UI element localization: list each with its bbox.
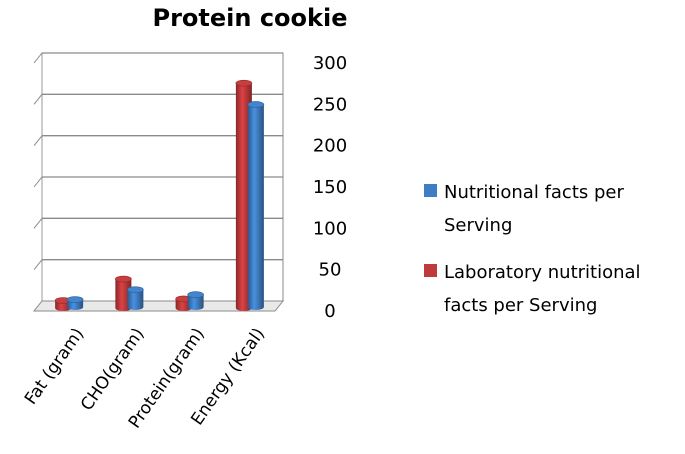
chart-title: Protein cookie: [153, 4, 348, 32]
legend: Nutritional facts per Serving Laboratory n…: [424, 182, 641, 316]
bar: [127, 286, 144, 310]
bar-top: [66, 296, 84, 303]
bar-body: [247, 104, 264, 310]
y-tick-label: 200: [313, 136, 347, 157]
bar-body: [187, 294, 204, 310]
bar-top: [127, 286, 144, 293]
y-tick-label: 300: [313, 53, 347, 74]
bar-top: [187, 291, 204, 298]
bar-top: [235, 79, 253, 87]
legend-label: Laboratory nutritional: [444, 262, 641, 283]
y-tick-label: 250: [313, 94, 347, 115]
y-tick-label: 50: [319, 260, 342, 281]
legend-swatch: [424, 264, 437, 277]
bar-top: [115, 275, 132, 283]
y-tick-label: 0: [324, 301, 335, 322]
legend-label: facts per Serving: [444, 295, 597, 316]
y-tick-label: 100: [313, 218, 347, 239]
y-axis-ticks: 0 50 100 150 200 250 300: [313, 53, 347, 322]
gridline-side: [33, 94, 43, 105]
bar-body: [127, 289, 144, 310]
legend-label: Nutritional facts per: [444, 182, 624, 203]
bar: [247, 101, 265, 310]
gridline-side: [33, 52, 43, 64]
legend-item: Nutritional facts per Serving: [424, 182, 624, 236]
bar: [187, 291, 204, 310]
gridline-side: [33, 259, 43, 270]
x-axis-labels: Fat (gram)CHO(gram)Protein(gram)Energy (…: [21, 324, 269, 432]
x-category-label: Fat (gram): [21, 324, 88, 408]
bar-top: [247, 101, 265, 108]
legend-label: Serving: [444, 215, 512, 236]
y-tick-label: 150: [313, 177, 347, 198]
legend-item: Laboratory nutritional facts per Serving: [424, 262, 641, 316]
gridline-side: [33, 176, 43, 188]
bars: [54, 79, 265, 311]
legend-swatch: [424, 184, 437, 197]
gridline-side: [33, 218, 43, 229]
gridline-side: [33, 135, 43, 146]
bar: [66, 296, 84, 310]
